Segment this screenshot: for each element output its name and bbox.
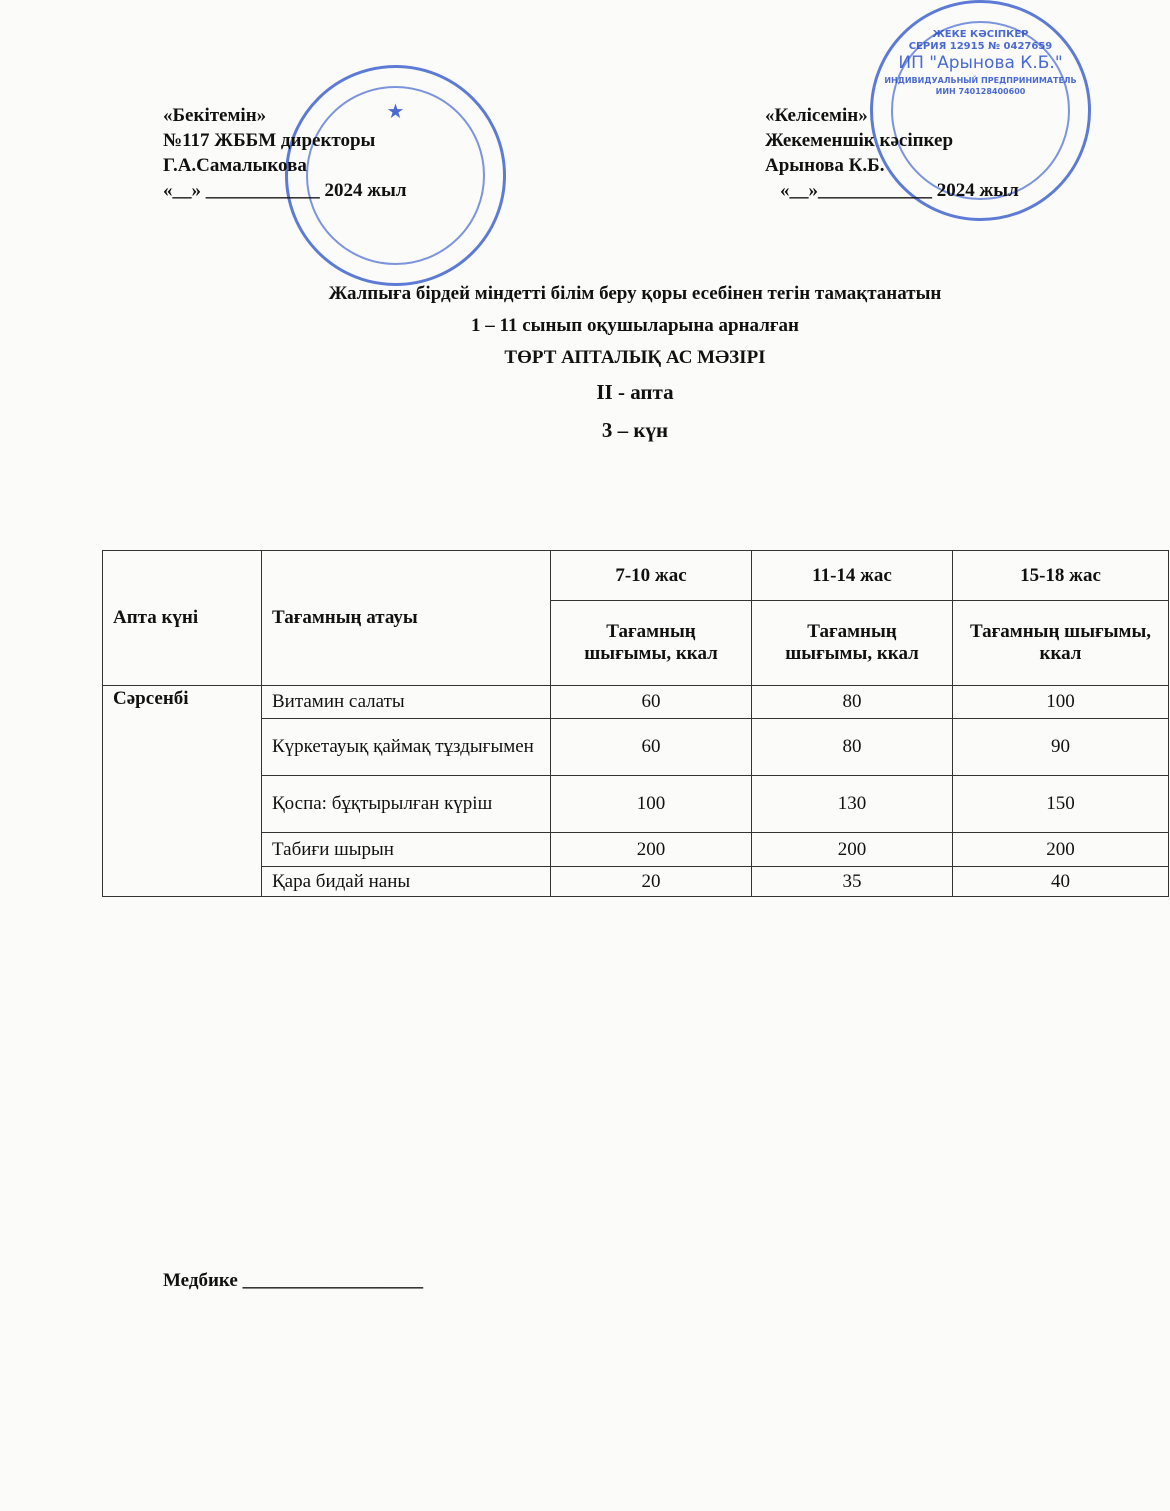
- approve-label: «Бекітемін»: [163, 105, 267, 126]
- dish-cell: Табиғи шырын: [261, 832, 551, 867]
- title-line-3: ТӨРТ АПТАЛЫҚ АС МӘЗІРІ: [504, 347, 766, 368]
- value-cell: 150: [952, 775, 1169, 833]
- table-row: Қара бидай наны 20 35 40: [103, 866, 1169, 897]
- agree-block: «Келісемін» Жекеменшік кәсіпкер Арынова …: [765, 103, 1019, 203]
- value-cell: 130: [751, 775, 953, 833]
- star-icon: ★: [386, 99, 405, 123]
- value-cell: 200: [751, 832, 953, 867]
- title-line-1: Жалпыға бірдей міндетті білім беру қоры …: [328, 283, 942, 304]
- header-yield: Тағамның шығымы, ккал: [952, 600, 1169, 686]
- approve-block: «Бекітемін» №117 ЖББМ директоры Г.А.Сама…: [163, 103, 407, 203]
- title-line-2: 1 – 11 сынып оқушыларына арналған: [471, 315, 799, 336]
- nurse-signature: Медбике ___________________: [163, 1270, 424, 1291]
- header-age-7-10: 7-10 жас: [550, 550, 752, 601]
- value-cell: 200: [550, 832, 752, 867]
- value-cell: 35: [751, 866, 953, 897]
- stamp-line: ЖЕКЕ КӘСІПКЕР: [932, 29, 1029, 40]
- agree-date: «__»____________ 2024 жыл: [780, 180, 1019, 201]
- header-yield: Тағамның шығымы, ккал: [751, 600, 953, 686]
- day-label: 3 – күн: [601, 418, 669, 442]
- dish-cell: Витамин салаты: [261, 685, 551, 719]
- value-cell: 200: [952, 832, 1169, 867]
- menu-table: Апта күні Тағамның атауы 7-10 жас 11-14 …: [102, 550, 1169, 897]
- dish-cell: Қоспа: бұқтырылған күріш: [261, 775, 551, 833]
- dish-cell: Қара бидай наны: [261, 866, 551, 897]
- value-cell: 20: [550, 866, 752, 897]
- table-row: Табиғи шырын 200 200 200: [103, 832, 1169, 867]
- week-label: ІІ - апта: [596, 380, 674, 404]
- table-row: Сәрсенбі Витамин салаты 60 80 100: [102, 685, 1169, 897]
- entrepreneur-stamp: ЖЕКЕ КӘСІПКЕР СЕРИЯ 12915 № 0427659 ИП "…: [870, 0, 1091, 221]
- value-cell: 100: [952, 685, 1169, 719]
- agree-name: Арынова К.Б.: [765, 155, 885, 176]
- school-seal: ★: [285, 65, 506, 286]
- approve-name: Г.А.Самалыкова: [163, 155, 307, 176]
- header-day: Апта күні: [102, 550, 262, 686]
- stamp-line: ИНДИВИДУАЛЬНЫЙ ПРЕДПРИНИМАТЕЛЬ: [884, 76, 1077, 85]
- value-cell: 100: [550, 775, 752, 833]
- day-cell: Сәрсенбі: [102, 685, 262, 897]
- stamp-line: ИП "Арынова К.Б.": [898, 53, 1063, 73]
- table-row: Қоспа: бұқтырылған күріш 100 130 150: [103, 775, 1169, 833]
- dish-cell: Күркетауық қаймақ тұздығымен: [261, 718, 551, 776]
- value-cell: 40: [952, 866, 1169, 897]
- header-age-11-14: 11-14 жас: [751, 550, 953, 601]
- stamp-line: СЕРИЯ 12915 № 0427659: [908, 41, 1053, 52]
- table-row: Күркетауық қаймақ тұздығымен 60 80 90: [103, 718, 1169, 776]
- agree-position: Жекеменшік кәсіпкер: [765, 130, 954, 151]
- value-cell: 80: [751, 718, 953, 776]
- value-cell: 80: [751, 685, 953, 719]
- header-age-15-18: 15-18 жас: [952, 550, 1169, 601]
- approve-date: «__» ____________ 2024 жыл: [163, 180, 407, 201]
- header-dish: Тағамның атауы: [261, 550, 551, 686]
- stamp-line: ИИН 740128400600: [935, 87, 1026, 96]
- agree-label: «Келісемін»: [765, 105, 868, 126]
- header-yield: Тағамның шығымы, ккал: [550, 600, 752, 686]
- value-cell: 60: [550, 718, 752, 776]
- value-cell: 90: [952, 718, 1169, 776]
- value-cell: 60: [550, 685, 752, 719]
- approve-position: №117 ЖББМ директоры: [163, 130, 376, 151]
